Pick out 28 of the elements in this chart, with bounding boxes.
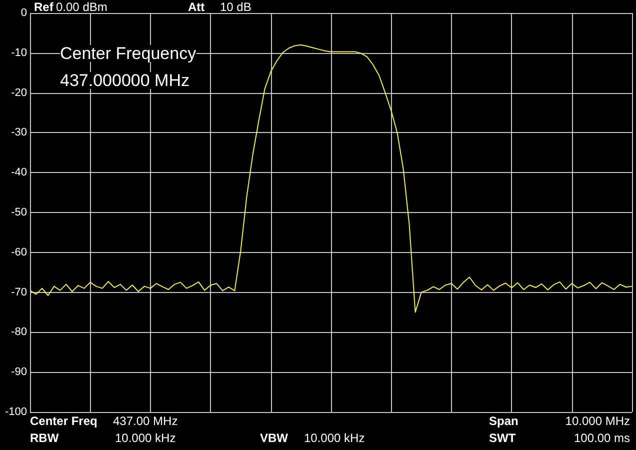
text: 10.000 kHz [115,431,176,445]
annotation: 10 dB [220,0,252,14]
y-tick-label: -20 [11,86,27,99]
y-tick-label: -70 [11,286,27,298]
text: VBW [260,431,289,445]
annotation: Att [188,0,205,14]
y-tick-label: -50 [11,206,27,218]
y-tick-label: -80 [11,326,27,338]
y-tick-label: -90 [11,366,27,378]
y-tick-label: -60 [11,246,27,258]
text: Span [489,414,518,428]
text: 10.000 kHz [304,431,365,445]
y-tick-label: -100 [4,406,27,418]
text: 10.000 MHz [565,414,630,428]
text: SWT [489,431,516,445]
text: 100.00 ms [574,431,630,445]
annotation: Ref [34,0,54,14]
y-tick-label: -30 [11,126,27,139]
text: RBW [30,431,60,445]
annotation: 437.000000 MHz [60,71,190,90]
y-tick-label: -40 [11,166,27,179]
y-tick-label: 0 [20,7,27,19]
line-series [30,44,632,313]
text: 437.00 MHz [113,414,178,428]
annotation: 0.00 dBm [56,0,108,14]
annotation: Center Frequency [60,44,197,63]
y-tick-label: -10 [11,46,27,59]
text: Center Freq [30,414,98,428]
